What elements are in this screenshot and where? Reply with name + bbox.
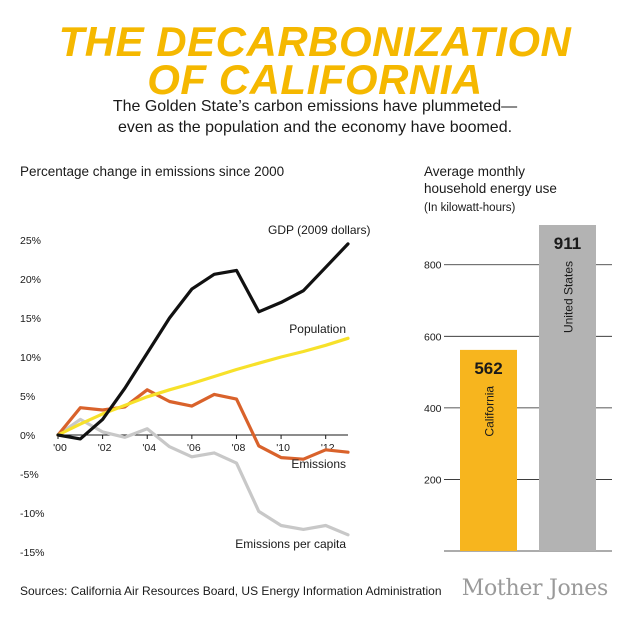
mother-jones-logo: Mother Jones: [461, 576, 609, 601]
bar-y-tick-label: 400: [424, 403, 442, 415]
bar-category-label: United States: [562, 261, 576, 333]
x-tick-label: '02: [98, 442, 112, 454]
subtitle-line-2: even as the population and the economy h…: [117, 119, 513, 136]
bar-chart-title-line-1: Average monthly: [424, 164, 526, 179]
bar-y-tick-label: 600: [424, 331, 442, 343]
series-label-gdp: GDP (2009 dollars): [268, 223, 371, 237]
main-title-line-2: OF CALIFORNIA: [147, 56, 483, 103]
bar-y-tick-label: 200: [424, 474, 442, 486]
x-tick-label: '08: [232, 442, 246, 454]
y-tick-label: -15%: [20, 547, 45, 559]
bar-value-label: 911: [554, 234, 581, 253]
y-tick-label: 5%: [20, 391, 35, 403]
series-line-emissions: [56, 388, 350, 461]
series-label-per-capita: Emissions per capita: [235, 537, 346, 551]
y-tick-label: 25%: [20, 235, 41, 247]
y-tick-label: 15%: [20, 313, 41, 325]
y-tick-label: 10%: [20, 352, 41, 364]
y-tick-label: 20%: [20, 274, 41, 286]
bar-value-label: 562: [474, 359, 502, 378]
bar-united-states: [539, 225, 596, 551]
x-tick-label: '10: [276, 442, 290, 454]
series-line-per-capita: [56, 417, 350, 537]
x-tick-label: '06: [187, 442, 201, 454]
series-label-emissions: Emissions: [291, 457, 346, 471]
bar-chart-title-line-2: household energy use: [424, 181, 557, 196]
bar-y-tick-label: 800: [424, 260, 442, 272]
x-tick-label: '00: [53, 442, 67, 454]
subtitle-line-1: The Golden State’s carbon emissions have…: [112, 98, 518, 115]
bar-chart-unit-label: (In kilowatt-hours): [424, 202, 516, 214]
line-chart-title: Percentage change in emissions since 200…: [20, 164, 285, 179]
series-line-gdp: [56, 242, 350, 441]
y-tick-label: -5%: [20, 469, 39, 481]
y-tick-label: -10%: [20, 508, 45, 520]
series-label-population: Population: [289, 322, 346, 336]
source-note: Sources: California Air Resources Board,…: [20, 584, 442, 598]
bar-category-label: California: [483, 386, 497, 437]
x-tick-label: '04: [142, 442, 156, 454]
main-title-line-1: THE DECARBONIZATION: [58, 18, 572, 65]
y-tick-label: 0%: [20, 430, 35, 442]
bar-california: [460, 349, 517, 551]
